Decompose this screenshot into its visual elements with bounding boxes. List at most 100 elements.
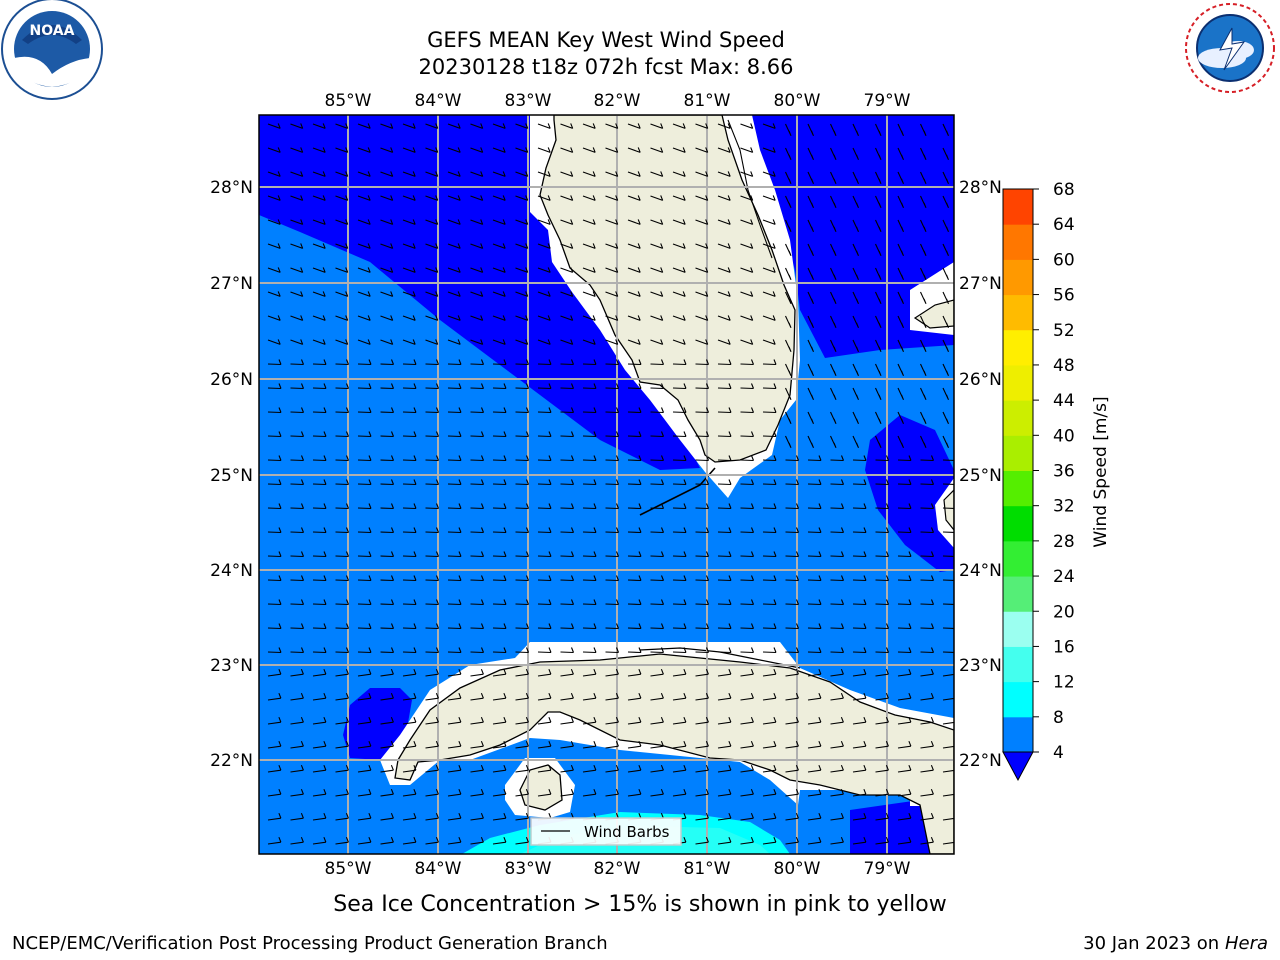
wind-barb <box>515 551 530 558</box>
wind-barb <box>942 243 950 257</box>
wind-barb <box>357 716 372 725</box>
wind-barb <box>425 668 439 677</box>
wind-barb <box>357 171 371 177</box>
wind-barb <box>537 195 551 201</box>
wind-barb <box>492 551 507 558</box>
wind-barb <box>695 147 709 153</box>
wind-barb <box>942 219 950 233</box>
footer-host: Hera <box>1224 933 1268 954</box>
wind-barb <box>875 716 889 725</box>
wind-barb <box>762 267 776 273</box>
wind-barb <box>785 668 799 677</box>
wind-barb <box>267 527 282 534</box>
wind-barb <box>470 291 484 297</box>
wind-barb <box>335 764 349 773</box>
wind-barb <box>447 575 462 582</box>
wind-barb <box>380 147 394 153</box>
wind-barb <box>402 692 417 701</box>
wind-barb <box>830 339 837 353</box>
wind-barb <box>942 267 950 281</box>
wind-barb <box>582 383 597 390</box>
wind-barb <box>402 764 417 773</box>
wind-barb <box>920 740 934 749</box>
wind-barb <box>312 171 326 177</box>
wind-barb <box>852 623 867 630</box>
wind-barb <box>470 171 484 177</box>
wind-barb <box>492 431 507 438</box>
wind-barb <box>762 431 777 438</box>
wind-barb <box>785 692 799 701</box>
wind-barb <box>695 383 710 390</box>
wind-barb <box>537 788 552 797</box>
wind-barb <box>447 503 462 510</box>
wind-barb <box>515 171 529 177</box>
wind-barb <box>897 315 905 329</box>
wind-barb <box>290 836 304 845</box>
wind-barb <box>852 575 867 582</box>
wind-barb <box>650 195 664 201</box>
wind-barb <box>267 339 281 345</box>
wind-barb <box>470 551 485 558</box>
wind-barb <box>357 291 371 297</box>
wind-barb <box>560 455 575 462</box>
colorbar-segment <box>1003 681 1033 718</box>
wind-barb <box>537 219 551 225</box>
wind-barb <box>830 692 844 701</box>
wind-barb <box>897 692 912 701</box>
wind-barb <box>897 147 905 161</box>
wind-barb <box>762 740 777 749</box>
wind-barb <box>470 383 485 390</box>
wind-barb <box>740 431 755 438</box>
wind-barb <box>492 383 507 390</box>
wind-barb <box>785 551 800 558</box>
wind-barb <box>942 435 950 449</box>
wind-barb <box>920 435 927 449</box>
wind-barb <box>537 123 551 129</box>
wind-barb <box>695 479 710 486</box>
wind-barb <box>582 195 596 201</box>
wind-barb <box>290 219 304 225</box>
wind-barb <box>582 219 596 225</box>
wind-barb <box>627 479 642 486</box>
wind-barb <box>920 315 927 329</box>
wind-barb <box>267 431 282 438</box>
wind-barb <box>492 219 506 225</box>
wind-barb <box>582 407 597 414</box>
wind-barb <box>695 123 709 129</box>
wind-barb <box>425 479 440 486</box>
wind-barb <box>492 407 507 414</box>
wind-barb <box>875 339 882 353</box>
wind-barb <box>920 243 927 257</box>
lat-label: 25°N <box>959 466 1002 486</box>
wind-barb <box>717 479 732 486</box>
wind-barb <box>312 503 327 510</box>
wind-barb <box>785 219 792 233</box>
footer-credit: NCEP/EMC/Verification Post Processing Pr… <box>12 933 608 954</box>
wind-barb <box>537 527 552 534</box>
wind-barb <box>852 668 867 677</box>
wind-barb <box>402 383 417 390</box>
wind-barb <box>627 339 641 345</box>
wind-barb <box>335 147 349 153</box>
wind-barb <box>897 575 912 582</box>
wind-barb <box>650 503 665 510</box>
wind-barb <box>312 740 327 749</box>
wind-barb <box>447 315 461 321</box>
wind-barb <box>762 455 777 462</box>
wind-barb <box>537 668 552 677</box>
lat-label: 25°N <box>210 466 253 486</box>
wind-barb <box>537 243 551 249</box>
wind-barb <box>920 764 934 773</box>
wind-barb <box>627 291 641 297</box>
wind-barb <box>447 788 462 797</box>
wind-barb <box>470 479 485 486</box>
wind-barb <box>717 267 731 273</box>
wind-barb <box>762 599 777 606</box>
wind-barb <box>897 551 912 558</box>
wind-barb <box>470 527 485 534</box>
wind-barb <box>627 740 642 749</box>
wind-barb <box>717 195 731 201</box>
wind-barb <box>537 575 552 582</box>
wind-fill-below-4-atlantic <box>750 115 954 358</box>
